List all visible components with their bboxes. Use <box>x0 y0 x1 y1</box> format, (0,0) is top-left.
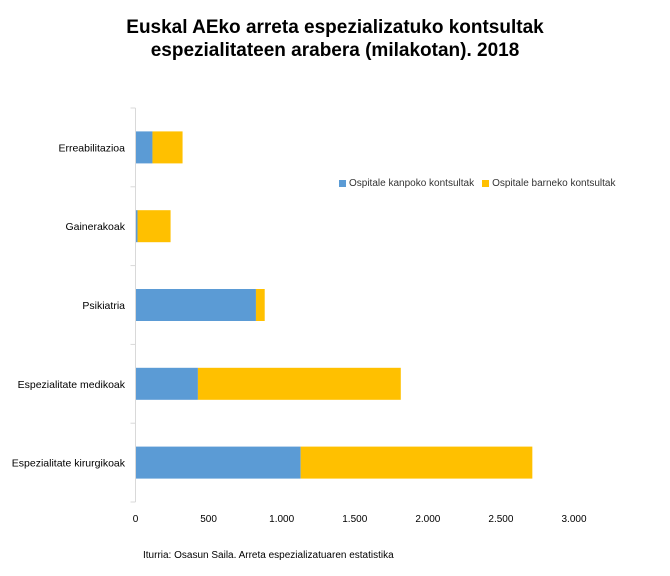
legend-swatch <box>339 180 346 187</box>
bar-segment <box>152 131 183 164</box>
bar-segment <box>135 446 301 479</box>
x-tick-label: 2.000 <box>415 514 440 525</box>
category-label: Gainerakoak <box>65 221 125 233</box>
x-tick-label: 3.000 <box>561 514 586 525</box>
x-tick-label: 1.000 <box>269 514 294 525</box>
bar-segment <box>135 289 256 321</box>
bar-segment <box>135 210 138 243</box>
source-note: Iturria: Osasun Saila. Arreta espezializ… <box>143 550 394 561</box>
title-line: espezialitateen arabera (milakotan). 201… <box>150 40 520 61</box>
legend-item: Ospitale barneko kontsultak <box>482 178 615 189</box>
category-label: Psikiatria <box>82 300 125 312</box>
chart-title: Euskal AEko arreta espezializatuko konts… <box>0 16 670 62</box>
legend: Ospitale kanpoko kontsultak Ospitale bar… <box>339 178 615 189</box>
bar-segment <box>135 131 153 164</box>
x-tick-label: 1.500 <box>342 514 367 525</box>
legend-swatch <box>482 180 490 187</box>
bar-segment <box>300 446 533 479</box>
bar-segment <box>135 367 198 400</box>
bar-segment <box>137 210 171 243</box>
bar-segment <box>255 289 265 321</box>
legend-label: Ospitale kanpoko kontsultak <box>349 178 475 189</box>
bar-segment <box>197 367 401 400</box>
legend-item: Ospitale kanpoko kontsultak <box>339 178 474 189</box>
legend-label: Ospitale barneko kontsultak <box>492 178 616 189</box>
category-label: Espezialitate medikoak <box>18 379 126 391</box>
x-tick-label: 0 <box>133 514 139 525</box>
category-label: Erreabilitazioa <box>58 142 125 154</box>
x-tick-label: 500 <box>200 514 217 525</box>
title-line: Euskal AEko arreta espezializatuko konts… <box>126 17 544 38</box>
x-tick-label: 2.500 <box>488 514 513 525</box>
category-label: Espezialitate kirurgikoak <box>12 458 126 470</box>
